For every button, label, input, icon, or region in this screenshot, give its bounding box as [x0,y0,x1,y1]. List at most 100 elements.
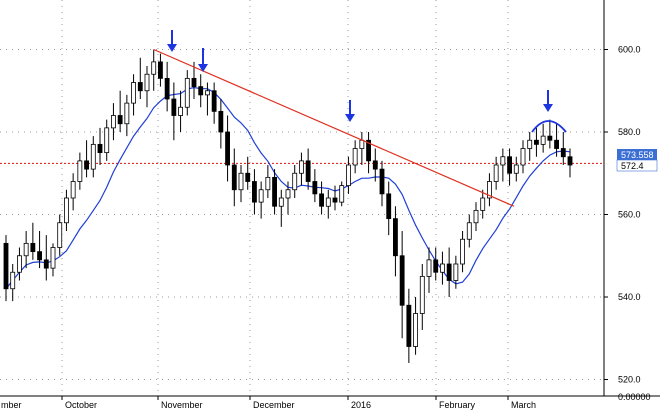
candle-body [37,251,42,261]
candle-body [104,127,110,154]
candle-body [419,275,425,314]
candle-body [238,172,244,191]
candle-body [278,197,284,207]
candle-body [198,86,204,96]
candle-body [567,156,573,166]
candles-layer [3,49,573,363]
candle-body [50,247,56,269]
candle-body [10,271,16,290]
candle-body [325,197,331,207]
candle-body [151,61,157,75]
candle-body [137,82,143,92]
grid-lines [0,0,604,396]
candle-body [534,139,539,145]
candle-body [231,164,237,191]
candle-body [493,164,499,182]
candle-body [319,193,324,207]
candle-body [513,164,519,174]
candle-body [473,209,479,224]
candle-body [225,131,230,166]
trend-line [153,48,515,207]
candle-body [111,115,116,129]
candle-body [158,61,163,79]
candle-body [218,110,224,133]
candle-body [17,255,22,273]
candle-body [359,139,365,149]
candle-body [97,143,103,154]
candle-body [131,82,136,104]
candle-body [352,148,358,166]
x-tick-label: mber [1,400,22,410]
candle-body [393,218,398,257]
candle-body [90,143,96,170]
candle-body [540,135,546,145]
x-tick-label: February [439,400,476,410]
candle-body [453,263,459,281]
y-tick-label: 580.0 [618,127,641,137]
candle-body [3,242,9,290]
peak-arc [531,120,567,133]
candle-body [299,160,304,174]
x-tick-label: December [253,400,295,410]
y-tick-label: 0.00000 [618,392,651,402]
candle-body [312,181,318,195]
candle-body [77,160,83,182]
candle-body [480,197,486,211]
candle-body [460,238,465,265]
candle-body [332,197,338,203]
candle-body [184,77,190,108]
candle-body [144,73,150,92]
candle-body [178,106,183,116]
candle-body [487,181,492,199]
candle-body [124,102,130,125]
candle-body [433,259,439,273]
candle-body [554,139,559,149]
price-marker-label: 573.558 [621,150,654,160]
candle-body [527,139,533,149]
candle-body [30,242,36,253]
price-marker-label: 572.4 [621,161,644,171]
candle-body [520,148,526,166]
candle-body [117,115,123,125]
arrow-head [167,44,177,52]
x-tick-label: 2016 [351,400,371,410]
x-tick-label: March [511,400,536,410]
candle-body [399,255,405,306]
candle-body [386,193,392,220]
candle-body [265,176,271,191]
candle-body [560,148,566,158]
y-tick-label: 540.0 [618,292,641,302]
trend-line-layer [153,48,515,207]
candle-body [205,90,210,96]
y-tick-label: 560.0 [618,210,641,220]
candle-body [191,77,197,88]
annotations-layer [167,30,567,133]
candle-body [339,185,345,203]
candle-body [379,168,385,195]
candle-body [466,222,472,240]
candle-body [372,160,378,170]
y-tick-label: 520.0 [618,375,641,385]
candle-body [164,77,170,100]
candle-body [547,135,553,141]
candle-body [43,259,49,269]
candle-body [426,259,432,277]
candle-body [406,304,412,347]
candle-body [23,242,29,257]
candle-body [171,98,177,116]
candle-body [57,222,63,248]
candle-body [507,156,512,174]
candle-body [272,176,277,207]
candle-body [346,164,351,187]
candle-body [413,313,418,347]
candle-body [305,160,311,182]
candle-body [258,189,264,203]
candle-body [292,172,298,191]
candle-body [252,181,257,203]
arrow-head [345,114,355,122]
price-marker-box [617,149,657,160]
candle-body [84,160,89,170]
candle-body [285,189,291,199]
